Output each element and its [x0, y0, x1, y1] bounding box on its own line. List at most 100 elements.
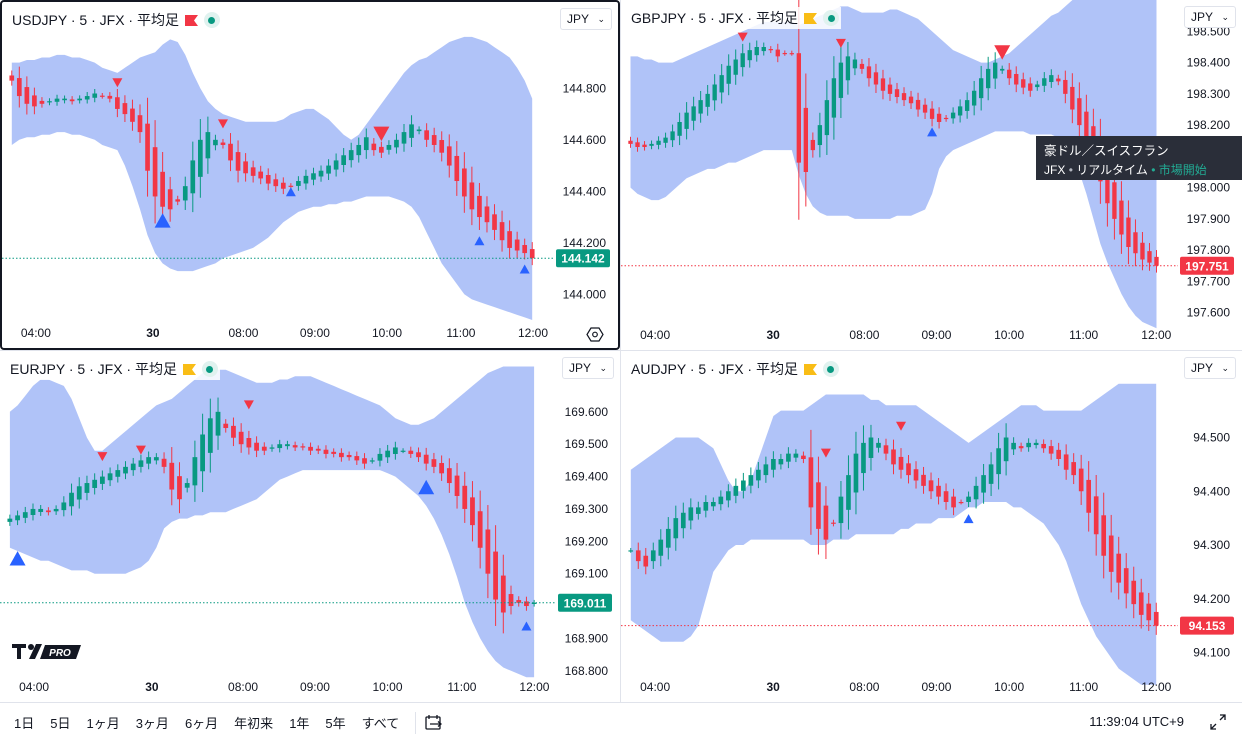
- candle: [182, 176, 188, 210]
- candle: [1011, 437, 1016, 455]
- currency-select[interactable]: JPY ⌄: [560, 8, 612, 30]
- price-axis-label: 94.400: [1193, 484, 1230, 498]
- candle: [1123, 553, 1129, 609]
- chart-settings-icon[interactable]: [586, 327, 604, 342]
- clock[interactable]: 11:39:04 UTC+9: [1089, 714, 1184, 729]
- flag-icon[interactable]: [182, 363, 196, 375]
- candle: [296, 176, 301, 191]
- candle: [285, 440, 290, 450]
- candle: [231, 417, 236, 447]
- chart-pane-eurjpy[interactable]: 169.600 169.500 169.400 169.300 169.200 169.1…: [0, 351, 620, 702]
- tooltip-exchange: JFX: [1044, 163, 1066, 177]
- chart-canvas[interactable]: 169.600 169.500 169.400 169.300 169.200 169.1…: [0, 351, 620, 702]
- candle: [454, 141, 460, 196]
- chart-pane-gbpjpy[interactable]: 198.500198.400198.300198.200198.100198.0…: [621, 0, 1242, 350]
- candle: [507, 220, 512, 259]
- sell-signal-marker: [97, 452, 108, 462]
- price-axis-label: 197.600: [1187, 306, 1231, 320]
- candle: [711, 497, 716, 511]
- chart-pane-usdjpy[interactable]: 144.800 144.600 144.400 144.200 144.000 144.1…: [0, 0, 620, 350]
- time-axis-label: 11:00: [1069, 328, 1098, 342]
- buy-signal-marker: [418, 479, 435, 495]
- price-axis-label: 169.200: [565, 534, 609, 548]
- candle: [1086, 461, 1092, 532]
- candle: [1077, 82, 1082, 141]
- chart-pane-audjpy[interactable]: 94.500 94.400 94.300 94.200 94.100 94.153 04:0…: [621, 351, 1242, 702]
- symbol-title-text[interactable]: AUDJPY · 5 · JFX · 平均足: [631, 361, 798, 377]
- currency-select[interactable]: JPY ⌄: [562, 357, 614, 379]
- price-axis-label: 144.000: [563, 287, 607, 301]
- range-3m[interactable]: 3ヶ月: [135, 716, 169, 731]
- candle: [346, 451, 352, 461]
- candle: [484, 196, 490, 233]
- range-1y[interactable]: 1年: [289, 716, 310, 731]
- currency-select[interactable]: JPY ⌄: [1184, 6, 1236, 28]
- candle: [246, 430, 252, 455]
- range-1m[interactable]: 1ヶ月: [86, 716, 120, 731]
- tradingview-logo[interactable]: PRO: [12, 643, 82, 666]
- chart-canvas[interactable]: 144.800 144.600 144.400 144.200 144.000 144.1…: [2, 2, 618, 348]
- symbol-title-text[interactable]: USDJPY · 5 · JFX · 平均足: [12, 12, 179, 28]
- chevron-down-icon: ⌄: [1221, 362, 1229, 373]
- candle: [747, 42, 752, 68]
- candle: [130, 457, 136, 476]
- candle: [303, 169, 309, 190]
- symbol-title-text[interactable]: EURJPY · 5 · JFX · 平均足: [10, 361, 177, 377]
- candle: [54, 94, 60, 106]
- symbol-title[interactable]: USDJPY · 5 · JFX · 平均足: [10, 9, 222, 31]
- range-6m[interactable]: 6ヶ月: [184, 716, 219, 731]
- candle: [416, 126, 422, 135]
- candle: [1133, 219, 1138, 267]
- symbol-title-text[interactable]: GBPJPY · 5 · JFX · 平均足: [631, 10, 798, 26]
- flag-icon[interactable]: [184, 14, 198, 26]
- range-5y[interactable]: 5年: [325, 716, 346, 731]
- candle: [943, 483, 949, 510]
- market-status-icon[interactable]: [822, 361, 839, 377]
- symbol-title[interactable]: GBPJPY · 5 · JFX · 平均足: [629, 7, 841, 29]
- symbol-title[interactable]: EURJPY · 5 · JFX · 平均足: [8, 358, 220, 380]
- range-all[interactable]: すべて: [361, 716, 400, 731]
- candle: [524, 596, 529, 611]
- flag-icon[interactable]: [804, 12, 817, 24]
- price-axis-label: 168.900: [565, 631, 609, 645]
- symbol-title[interactable]: AUDJPY · 5 · JFX · 平均足: [629, 358, 841, 380]
- currency-select[interactable]: JPY ⌄: [1184, 357, 1236, 379]
- candle: [883, 438, 889, 461]
- chart-canvas[interactable]: 94.500 94.400 94.300 94.200 94.100 94.153 04:0…: [621, 351, 1242, 702]
- candle: [859, 59, 865, 74]
- range-1d[interactable]: 1日: [14, 716, 35, 731]
- fullscreen-icon[interactable]: [1210, 714, 1226, 730]
- flag-icon[interactable]: [803, 363, 817, 375]
- buy-signal-marker: [519, 264, 530, 274]
- candle: [688, 498, 694, 530]
- candle: [761, 42, 766, 56]
- candle: [650, 542, 656, 569]
- price-axis-label: 169.400: [565, 470, 609, 484]
- time-axis-label: 30: [766, 328, 780, 342]
- band-area: [11, 36, 533, 321]
- candle: [796, 0, 801, 220]
- price-axis-label: 169.600: [565, 405, 609, 419]
- market-status-icon[interactable]: [823, 10, 839, 26]
- range-5d[interactable]: 5日: [50, 716, 71, 731]
- market-status-icon[interactable]: [201, 361, 218, 377]
- candle: [84, 91, 90, 104]
- range-ytd[interactable]: 年初来: [234, 716, 274, 731]
- price-axis-label: 198.300: [1187, 87, 1231, 101]
- band-area: [630, 383, 1157, 685]
- candle: [348, 142, 354, 168]
- time-axis-label: 04:00: [640, 328, 670, 342]
- last-price-tag: [1180, 256, 1234, 275]
- candle: [198, 118, 203, 198]
- date-range-icon[interactable]: [424, 714, 444, 732]
- candle: [315, 445, 321, 455]
- pane-divider-horizontal[interactable]: [0, 350, 1242, 351]
- candle: [1116, 536, 1122, 600]
- candle: [363, 128, 369, 159]
- candle: [958, 499, 964, 505]
- market-status-icon[interactable]: [203, 12, 220, 28]
- pane-divider-vertical[interactable]: [620, 0, 621, 702]
- candle: [177, 462, 182, 514]
- candle: [894, 82, 900, 104]
- symbol-tooltip: 豪ドル／スイスフラン JFX • リアルタイム • 市場開始: [1036, 136, 1242, 180]
